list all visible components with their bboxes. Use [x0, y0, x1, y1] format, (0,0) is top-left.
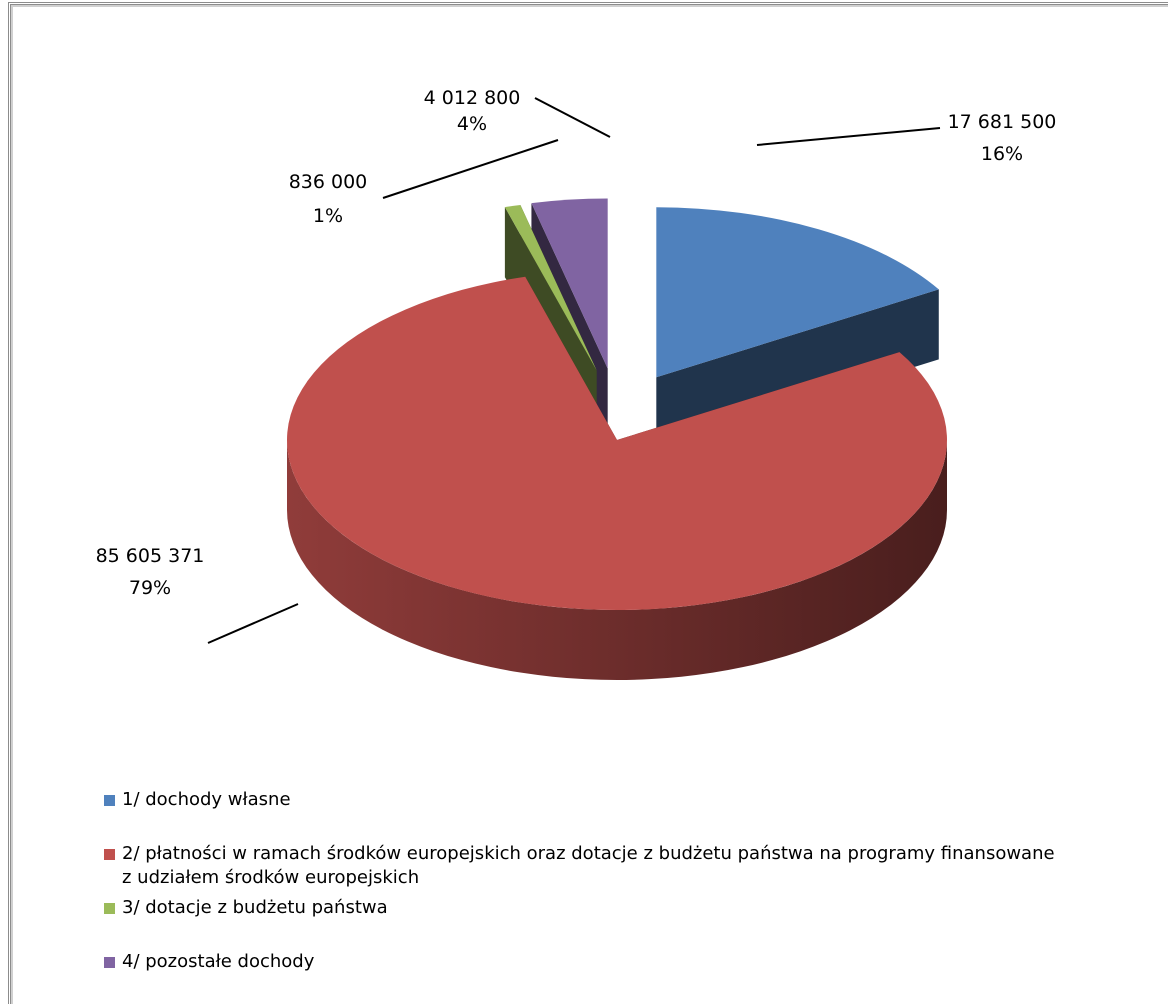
legend-swatch [104, 849, 115, 860]
percent-label: 4% [457, 113, 487, 135]
legend-label: 3/ dotacje z budżetu państwa [122, 897, 388, 918]
leader-line [534, 97, 611, 138]
chart-frame [8, 2, 1168, 1004]
leader-line [207, 603, 299, 644]
leader-line [756, 127, 941, 146]
slice [504, 204, 597, 371]
legend-item: 1/ dochody własne [104, 788, 1064, 812]
data-label: 85 605 371 [96, 545, 205, 567]
legend-label: 4/ pozostałe dochody [122, 951, 315, 972]
data-label: 836 000 [289, 171, 368, 193]
legend-label: 1/ dochody własne [122, 789, 291, 810]
leader-line [382, 139, 559, 199]
slice [287, 276, 948, 610]
slice-side [287, 440, 947, 680]
legend-label: 2/ płatności w ramach środków europejski… [122, 843, 1055, 888]
legend-item: 4/ pozostałe dochody [104, 950, 1064, 974]
legend-item: 3/ dotacje z budżetu państwa [104, 896, 1064, 920]
data-label: 17 681 500 [948, 111, 1057, 133]
legend-swatch [104, 903, 115, 914]
percent-label: 79% [129, 577, 171, 599]
data-label: 4 012 800 [424, 87, 521, 109]
legend-swatch [104, 795, 115, 806]
slice [656, 207, 939, 378]
legend: 1/ dochody własne 2/ płatności w ramach ś… [104, 788, 1064, 974]
percent-label: 1% [313, 205, 343, 227]
legend-item: 2/ płatności w ramach środków europejski… [104, 842, 1064, 890]
slice [531, 198, 608, 369]
legend-swatch [104, 957, 115, 968]
percent-label: 16% [981, 143, 1023, 165]
